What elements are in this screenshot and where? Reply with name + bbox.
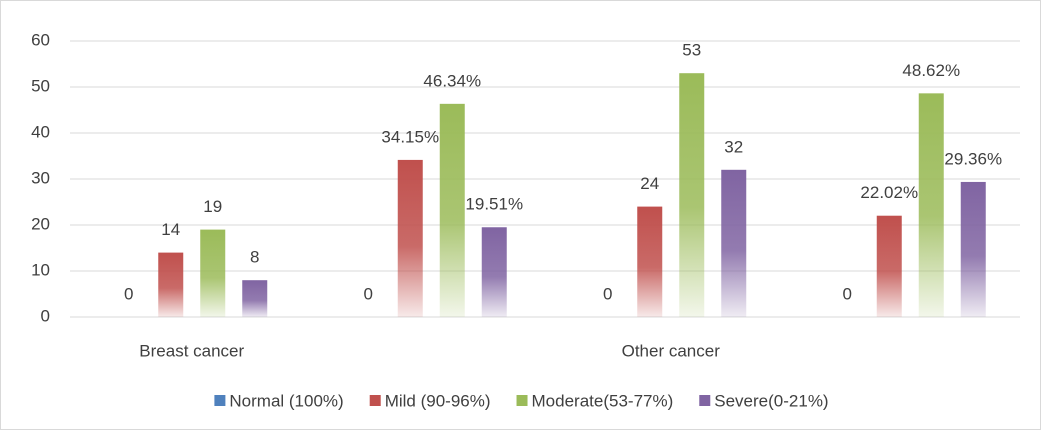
legend-swatch xyxy=(699,395,711,406)
data-label: 46.34% xyxy=(423,71,481,90)
data-label: 8 xyxy=(250,248,259,267)
legend-label: Moderate(53-77%) xyxy=(532,391,674,410)
x-tick-label: Other cancer xyxy=(622,341,721,360)
y-tick-label: 20 xyxy=(31,214,50,233)
bar xyxy=(721,169,747,317)
legend-label: Severe(0-21%) xyxy=(714,391,828,410)
data-label: 24 xyxy=(640,174,659,193)
data-label: 0 xyxy=(603,284,612,303)
bar xyxy=(481,227,507,317)
data-label: 22.02% xyxy=(860,183,918,202)
bar xyxy=(679,73,705,317)
legend-label: Mild (90-96%) xyxy=(385,391,491,410)
data-label: 53 xyxy=(682,41,701,60)
y-tick-label: 40 xyxy=(31,122,50,141)
data-label: 0 xyxy=(364,284,373,303)
legend-swatch xyxy=(214,395,226,406)
data-label: 34.15% xyxy=(381,127,439,146)
data-label: 19 xyxy=(203,197,222,216)
bar xyxy=(637,206,663,317)
y-tick-label: 60 xyxy=(31,30,50,49)
data-label: 29.36% xyxy=(944,149,1002,168)
legend-swatch xyxy=(516,395,528,406)
data-label: 19.51% xyxy=(465,195,523,214)
y-tick-label: 30 xyxy=(31,168,50,187)
bar xyxy=(397,159,423,317)
x-tick-label: Breast cancer xyxy=(139,341,244,360)
y-tick-label: 0 xyxy=(41,306,50,325)
bar xyxy=(960,181,986,317)
legend-label: Normal (100%) xyxy=(229,391,343,410)
bar xyxy=(918,93,944,318)
data-label: 32 xyxy=(724,137,743,156)
bar xyxy=(200,229,226,317)
data-label: 48.62% xyxy=(902,61,960,80)
data-label: 0 xyxy=(124,284,133,303)
legend-swatch xyxy=(369,395,381,406)
data-label: 14 xyxy=(161,220,180,239)
bar xyxy=(158,252,184,317)
y-tick-label: 10 xyxy=(31,260,50,279)
bar xyxy=(876,215,902,317)
y-tick-label: 50 xyxy=(31,76,50,95)
bar xyxy=(242,280,268,317)
bar xyxy=(439,103,465,317)
data-label: 0 xyxy=(843,284,852,303)
